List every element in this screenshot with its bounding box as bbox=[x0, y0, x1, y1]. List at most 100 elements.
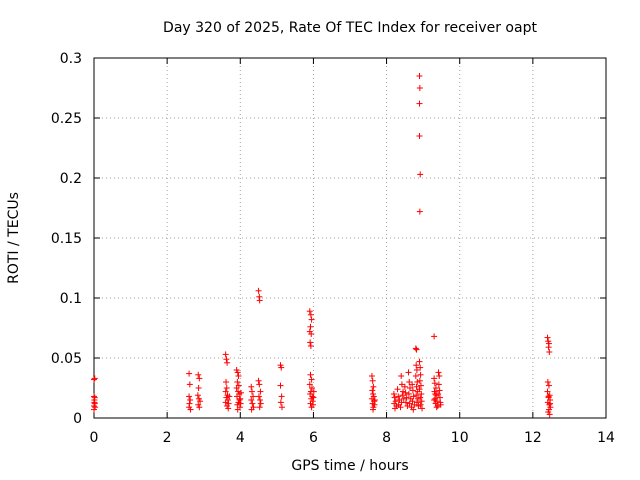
data-point bbox=[416, 85, 423, 91]
data-point bbox=[223, 356, 230, 363]
chart-title: Day 320 of 2025, Rate Of TEC Index for r… bbox=[163, 20, 537, 36]
data-point bbox=[417, 171, 424, 178]
data-point bbox=[91, 406, 97, 413]
data-point bbox=[233, 393, 240, 400]
data-point bbox=[435, 381, 442, 388]
data-point bbox=[186, 370, 193, 377]
data-point bbox=[250, 393, 257, 400]
data-point bbox=[307, 371, 314, 378]
data-point bbox=[394, 386, 401, 393]
data-point bbox=[413, 399, 420, 406]
data-point bbox=[308, 316, 315, 323]
data-point bbox=[412, 345, 419, 352]
x-tick-label: 10 bbox=[451, 430, 469, 446]
data-point bbox=[277, 399, 284, 406]
data-point bbox=[308, 376, 315, 383]
data-point bbox=[416, 208, 423, 215]
x-tick-label: 8 bbox=[382, 430, 391, 446]
data-point bbox=[196, 375, 203, 382]
data-point bbox=[237, 400, 244, 407]
data-point bbox=[391, 394, 398, 401]
data-point bbox=[307, 323, 314, 330]
data-point bbox=[397, 404, 404, 411]
data-point bbox=[547, 400, 554, 407]
y-tick-label: 0 bbox=[73, 411, 82, 427]
data-point bbox=[248, 388, 255, 395]
x-tick-label: 14 bbox=[597, 430, 615, 446]
y-tick-label: 0.05 bbox=[51, 351, 82, 367]
data-point bbox=[413, 392, 420, 399]
data-point bbox=[186, 393, 193, 400]
data-point bbox=[186, 381, 193, 388]
data-point bbox=[371, 397, 378, 403]
data-point bbox=[257, 397, 264, 403]
data-point bbox=[306, 381, 313, 388]
data-point bbox=[369, 387, 376, 394]
data-point bbox=[403, 394, 410, 401]
y-tick-label: 0.3 bbox=[60, 51, 82, 67]
data-point bbox=[256, 381, 263, 388]
data-point bbox=[310, 388, 317, 395]
data-point bbox=[544, 388, 551, 395]
data-point bbox=[235, 373, 242, 379]
data-point bbox=[255, 377, 262, 384]
data-point bbox=[400, 395, 407, 402]
data-point bbox=[91, 394, 98, 401]
data-point bbox=[390, 391, 397, 397]
data-point bbox=[257, 400, 264, 407]
data-point bbox=[308, 404, 315, 411]
data-point bbox=[416, 133, 423, 139]
data-point bbox=[416, 73, 423, 79]
data-point bbox=[402, 399, 409, 406]
data-point bbox=[187, 397, 194, 403]
y-tick-label: 0.1 bbox=[60, 291, 82, 307]
data-point bbox=[391, 405, 398, 412]
data-point bbox=[417, 364, 424, 371]
data-point bbox=[546, 349, 553, 355]
data-point bbox=[306, 308, 313, 315]
y-axis-label: ROTI / TECUs bbox=[6, 192, 22, 284]
data-point bbox=[248, 383, 255, 390]
y-tick-label: 0.15 bbox=[51, 231, 82, 247]
data-point bbox=[419, 405, 426, 412]
data-point bbox=[222, 399, 229, 406]
x-axis-label: GPS time / hours bbox=[291, 458, 408, 474]
data-point bbox=[248, 397, 255, 403]
data-point bbox=[368, 373, 375, 379]
data-point bbox=[278, 364, 285, 371]
data-point bbox=[91, 376, 97, 383]
data-point bbox=[222, 351, 229, 358]
data-point bbox=[433, 404, 440, 411]
data-point bbox=[546, 411, 553, 418]
data-point bbox=[307, 343, 314, 349]
x-tick-label: 2 bbox=[163, 430, 172, 446]
data-point bbox=[413, 346, 420, 353]
data-point bbox=[310, 394, 317, 401]
data-point bbox=[436, 373, 443, 379]
data-point bbox=[431, 380, 438, 387]
data-point bbox=[194, 392, 201, 399]
data-point bbox=[255, 287, 262, 294]
data-point bbox=[91, 375, 98, 382]
data-point bbox=[187, 406, 194, 413]
data-point bbox=[257, 388, 264, 395]
data-point bbox=[409, 381, 416, 388]
data-point bbox=[234, 406, 241, 413]
data-point bbox=[308, 385, 315, 391]
data-point bbox=[399, 392, 406, 399]
data-point bbox=[413, 362, 420, 369]
data-point bbox=[416, 100, 423, 107]
data-point bbox=[544, 379, 551, 385]
data-point bbox=[412, 373, 419, 379]
data-point bbox=[417, 382, 424, 389]
data-point bbox=[409, 398, 416, 405]
data-point bbox=[402, 389, 409, 396]
x-tick-label: 0 bbox=[90, 430, 99, 446]
data-point bbox=[278, 393, 285, 400]
data-point bbox=[225, 405, 232, 412]
data-point bbox=[395, 393, 402, 400]
data-point bbox=[417, 371, 424, 378]
data-point bbox=[431, 397, 438, 403]
data-point bbox=[307, 339, 314, 346]
